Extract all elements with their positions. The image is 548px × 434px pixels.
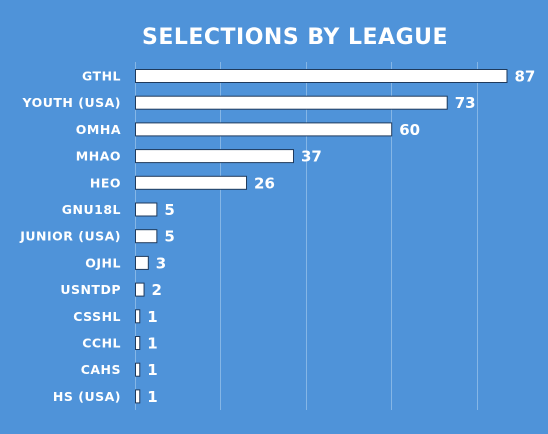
- category-label: MHAO: [76, 149, 121, 164]
- data-label: 3: [156, 254, 166, 272]
- category-label: HEO: [90, 175, 121, 190]
- category-labels: GTHL YOUTH (USA) OMHA MHAO HEO GNU18L JUNIOR (…: [19, 69, 121, 404]
- category-label: HS (USA): [53, 389, 121, 404]
- data-label: 73: [455, 94, 476, 112]
- bar-hs-usa: [135, 389, 141, 404]
- data-label: 60: [399, 121, 420, 139]
- category-label: GTHL: [82, 69, 121, 84]
- category-label: OMHA: [76, 122, 121, 137]
- category-label: CCHL: [82, 336, 121, 351]
- category-label: GNU18L: [62, 202, 121, 217]
- data-label: 5: [164, 201, 174, 219]
- bar-cchl: [135, 336, 141, 350]
- data-label: 1: [147, 308, 157, 326]
- bars: [135, 69, 508, 404]
- data-label: 1: [147, 388, 157, 406]
- bar-cahs: [135, 362, 141, 377]
- category-label: CSSHL: [73, 309, 121, 324]
- data-label: 5: [164, 228, 174, 246]
- data-label: 1: [147, 361, 157, 379]
- data-label: 2: [152, 281, 162, 299]
- category-label: YOUTH (USA): [22, 95, 121, 110]
- bar-heo: [135, 175, 248, 190]
- bar-usntdp: [135, 282, 145, 297]
- bar-omha: [135, 122, 393, 137]
- bar-junior-usa: [135, 229, 158, 244]
- category-label: USNTDP: [60, 282, 121, 297]
- chart-title: SELECTIONS BY LEAGUE: [142, 25, 448, 50]
- bar-csshl: [135, 309, 141, 324]
- bar-youth-usa: [135, 95, 448, 110]
- gridlines: [135, 62, 478, 410]
- value-labels: 87 73 60 37 26 5 5 3 2 1 1 1 1: [147, 68, 535, 406]
- bar-gthl: [135, 69, 508, 83]
- data-label: 87: [514, 68, 535, 86]
- data-label: 1: [147, 335, 157, 353]
- bar-gnu18l: [135, 202, 158, 217]
- data-label: 26: [254, 174, 275, 192]
- data-label: 37: [301, 148, 322, 166]
- bar-ojhl: [135, 255, 149, 270]
- bar-mhao: [135, 149, 294, 164]
- category-label: CAHS: [81, 362, 121, 377]
- category-label: OJHL: [85, 255, 121, 270]
- category-label: JUNIOR (USA): [19, 229, 121, 244]
